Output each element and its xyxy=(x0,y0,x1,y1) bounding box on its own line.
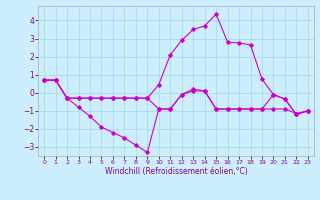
X-axis label: Windchill (Refroidissement éolien,°C): Windchill (Refroidissement éolien,°C) xyxy=(105,167,247,176)
